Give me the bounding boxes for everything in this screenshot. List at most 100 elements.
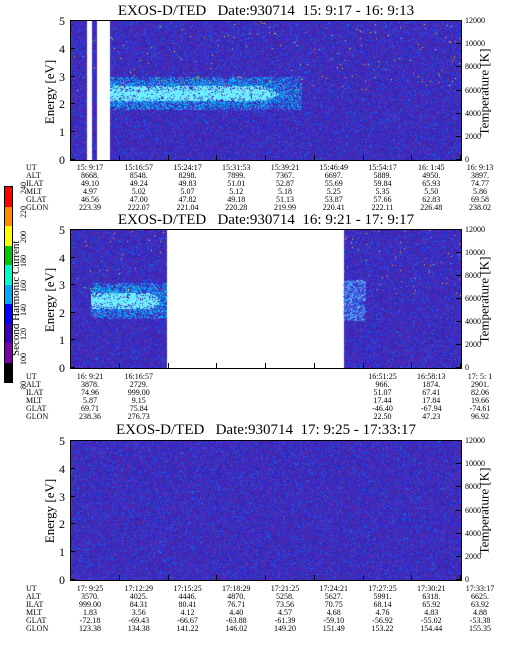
color-scale-tick-label: 240 [19, 182, 28, 194]
time-tick-mark [313, 575, 315, 580]
panel-2-spectrogram [70, 229, 462, 369]
orbit-value: 6697. [324, 171, 343, 180]
orbit-value: 154.44 [420, 624, 443, 633]
orbit-row-label: MLT [26, 187, 43, 196]
energy-tick-mark [70, 495, 75, 497]
color-scale-tick-label: 220 [19, 206, 28, 219]
energy-tick-mark [70, 159, 75, 160]
orbit-value: 4.40 [229, 608, 244, 617]
panel-1-title: EXOS-D/TED Date:930714 15: 9:17 - 16: 9:… [117, 3, 415, 19]
time-tick-mark [411, 155, 413, 160]
time-tick-mark [362, 363, 364, 368]
orbit-value: 76.71 [227, 600, 246, 609]
orbit-value: 223.39 [79, 203, 101, 212]
orbit-value: 5.25 [326, 187, 341, 196]
orbit-value: 123.38 [79, 624, 101, 633]
time-tick-mark [265, 363, 266, 368]
time-tick-mark [118, 155, 120, 160]
orbit-value: -72.18 [79, 616, 101, 625]
orbit-value: 49.18 [227, 195, 246, 204]
orbit-row-label: UT [26, 372, 37, 381]
orbit-value: 8668. [81, 171, 99, 180]
orbit-value: 1.83 [83, 608, 97, 617]
orbit-value: 49.10 [81, 179, 99, 188]
energy-tick-label: 4 [59, 461, 65, 476]
orbit-value: 238.02 [469, 203, 491, 212]
energy-tick-mark [70, 103, 75, 105]
color-scale-tick-label: 180 [19, 255, 28, 268]
orbit-value: 75.84 [129, 404, 148, 413]
orbit-value: 59.84 [373, 179, 392, 188]
time-tick-mark [460, 363, 461, 368]
temperature-tick-mark [456, 579, 461, 580]
orbit-value: 6318. [422, 592, 441, 601]
orbit-value: 53.87 [324, 195, 343, 204]
time-tick-mark [118, 363, 120, 368]
temperature-tick-label: 0 [465, 363, 469, 372]
orbit-value: 63.92 [471, 600, 489, 609]
orbit-value: 65.93 [422, 179, 441, 188]
orbit-value: 49.83 [178, 179, 197, 188]
energy-tick-label: 1 [59, 545, 65, 560]
orbit-value: 16: 9:13 [466, 163, 494, 172]
orbit-value: 7367. [276, 171, 294, 180]
orbit-value: -69.43 [128, 616, 150, 625]
orbit-row-ilat: ILAT 49.10 49.24 49.83 51.01 52.87 55.69 59.84 6… [26, 179, 496, 188]
orbit-value: 3878. [81, 380, 99, 389]
temperature-tick-label: 12000 [465, 436, 485, 445]
orbit-value: 155.35 [469, 624, 491, 633]
orbit-row-label: GLAT [26, 616, 47, 625]
orbit-value: 47.23 [422, 412, 441, 421]
color-scale-tick-label: 120 [19, 328, 28, 341]
temperature-tick-label: 2000 [465, 131, 481, 141]
time-tick-mark [167, 575, 169, 580]
energy-tick-mark [70, 467, 75, 469]
orbit-row-mlt: MLT 1.83 3.56 4.12 4.40 4.57 4.68 4.76 4.83 4.88 [26, 608, 496, 617]
temperature-tick-mark [456, 229, 461, 230]
orbit-row-ilat: ILAT 999.00 84.31 80.41 76.71 73.56 70.75 68.14… [26, 600, 496, 609]
orbit-value: 4.76 [375, 608, 390, 617]
orbit-row-label: ILAT [26, 179, 44, 188]
orbit-value: 51.01 [227, 179, 246, 188]
energy-tick-mark [70, 367, 75, 368]
orbit-value: 5.12 [229, 187, 244, 196]
panel-3-spectrogram [70, 440, 462, 581]
energy-tick-label: 3 [59, 69, 65, 84]
color-scale-tick-label: 140 [19, 303, 28, 316]
orbit-value: 146.02 [225, 624, 248, 633]
temperature-tick-mark [456, 135, 461, 137]
time-tick-mark [216, 363, 218, 368]
energy-tick-mark [70, 75, 75, 77]
orbit-value: 134.38 [127, 624, 150, 633]
temperature-tick-mark [456, 532, 461, 534]
temperature-tick-mark [456, 275, 461, 276]
time-tick-mark [167, 363, 169, 368]
time-tick-mark [362, 575, 364, 580]
orbit-value: 17: 9:25 [76, 584, 104, 593]
orbit-row-label: ILAT [26, 388, 44, 397]
orbit-value: 3897. [471, 171, 489, 180]
panel-1-spectrogram [70, 20, 462, 161]
orbit-value: 5.07 [180, 187, 195, 196]
orbit-value: 219.99 [274, 203, 296, 212]
temperature-tick-mark [456, 66, 461, 68]
orbit-value: 17:24:21 [319, 584, 348, 593]
orbit-value: 52.87 [276, 179, 294, 188]
color-scale-segment [5, 206, 12, 227]
energy-tick-label: 1 [59, 333, 65, 348]
time-tick-mark [460, 575, 461, 580]
orbit-row-label: UT [26, 163, 37, 172]
temperature-tick-mark [456, 440, 461, 441]
energy-tick-label: 5 [59, 223, 65, 237]
temperature-tick-label: 6000 [465, 505, 481, 515]
energy-tick-label: 2 [59, 305, 65, 320]
temperature-tick-mark [456, 43, 461, 45]
orbit-value: 96.92 [471, 412, 489, 421]
temperature-tick-label: 10000 [465, 459, 485, 469]
orbit-row-label: GLON [26, 624, 49, 633]
orbit-value: 15: 9:17 [76, 163, 104, 172]
orbit-value: 17.44 [373, 396, 392, 405]
time-tick-mark [362, 155, 364, 160]
time-tick-mark [118, 575, 120, 580]
orbit-row-alt: ALT 3878. 2729. 966. 1874. 2901. [26, 380, 496, 389]
